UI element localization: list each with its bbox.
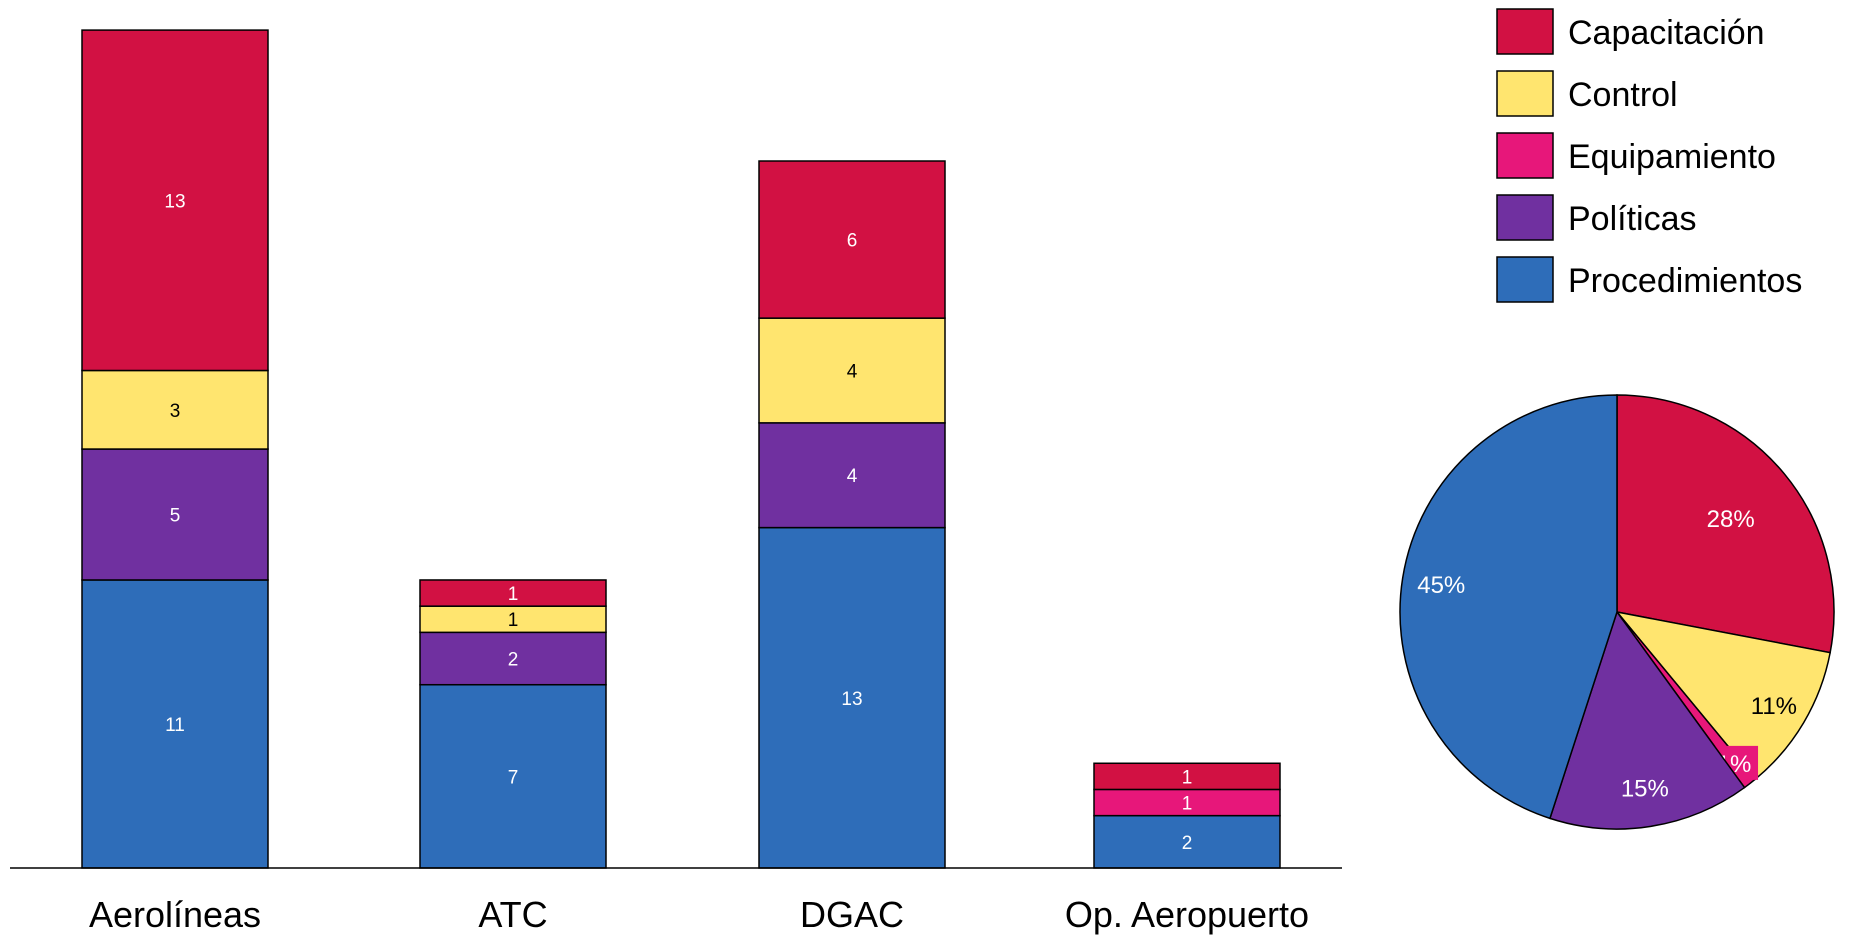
pie-label-capacitacion: 28% [1707, 506, 1755, 533]
legend-swatch-equipamiento [1496, 132, 1554, 179]
category-label-atc: ATC [478, 894, 547, 935]
category-label-dgac: DGAC [800, 894, 904, 935]
legend-label-capacitacion: Capacitación [1568, 14, 1765, 52]
category-label-op-aeropuerto: Op. Aeropuerto [1065, 894, 1309, 935]
pie-label-procedimientos: 45% [1417, 572, 1465, 599]
bar-value-label-dgac-politicas: 4 [847, 466, 858, 487]
pie-slice-control [1615, 610, 1832, 781]
bar-value-label-op-aeropuerto-capacitacion: 1 [1182, 767, 1193, 788]
bar-segment-dgac-politicas [758, 422, 946, 529]
bar-value-label-aerolineas-control: 3 [170, 401, 181, 422]
bar-segment-aerolineas-procedimientos [81, 579, 269, 869]
pie-chart: 28%11%1%15%45% [1399, 394, 1835, 830]
pie-slice-politicas [1548, 610, 1746, 830]
bar-segment-dgac-control [758, 317, 946, 424]
bar-value-label-atc-politicas: 2 [508, 650, 519, 671]
bar-value-label-op-aeropuerto-equipamiento: 1 [1182, 794, 1193, 815]
legend-label-equipamiento: Equipamiento [1568, 138, 1776, 176]
legend-label-control: Control [1568, 76, 1678, 114]
bar-segment-op-aeropuerto-capacitacion [1093, 762, 1281, 791]
bar-value-label-atc-control: 1 [508, 610, 519, 631]
bar-segment-aerolineas-politicas [81, 448, 269, 581]
category-labels: Aerolíneas ATC DGAC Op. Aeropuerto [89, 894, 1309, 935]
bar-segment-dgac-capacitacion [758, 160, 946, 319]
pie-label-control: 11% [1751, 693, 1797, 720]
bar-segment-atc-politicas [419, 631, 607, 686]
pie-slice-procedimientos [1399, 394, 1618, 820]
category-label-aerolineas: Aerolíneas [89, 894, 261, 935]
bar-segment-atc-capacitacion [419, 579, 607, 607]
bar-value-label-atc-capacitacion: 1 [508, 584, 519, 605]
legend-swatch-politicas [1496, 194, 1554, 241]
legend-swatch-capacitacion [1496, 8, 1554, 55]
bar-value-label-dgac-procedimientos: 13 [841, 689, 862, 710]
legend-swatch-control [1496, 70, 1554, 117]
legend: Capacitación Control Equipamiento Políticas… [1496, 8, 1802, 303]
bar-segment-atc-procedimientos [419, 683, 607, 869]
bar-value-label-aerolineas-capacitacion: 13 [164, 191, 185, 212]
bar-value-label-aerolineas-politicas: 5 [170, 506, 181, 527]
bar-value-label-dgac-capacitacion: 6 [847, 231, 858, 252]
bar-segment-aerolineas-capacitacion [81, 29, 269, 372]
bar-segment-atc-control [419, 605, 607, 634]
bar-value-label-dgac-control: 4 [847, 361, 858, 382]
legend-label-politicas: Políticas [1568, 200, 1697, 238]
pie-slice-capacitacion [1616, 394, 1835, 654]
bar-value-label-aerolineas-procedimientos: 11 [165, 715, 185, 736]
bar-value-label-atc-procedimientos: 7 [508, 767, 519, 788]
legend-swatch-procedimientos [1496, 256, 1554, 303]
pie-label-politicas: 15% [1621, 776, 1669, 803]
bar-value-label-op-aeropuerto-procedimientos: 2 [1182, 833, 1193, 854]
legend-label-procedimientos: Procedimientos [1568, 262, 1802, 300]
